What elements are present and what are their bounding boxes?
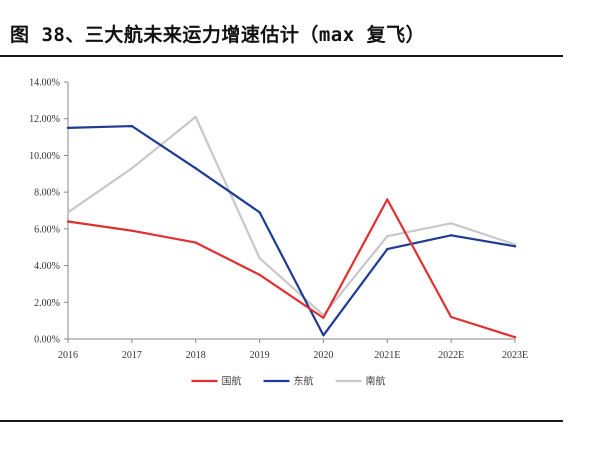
data-point [449, 315, 453, 319]
data-point [513, 335, 517, 339]
data-point [386, 235, 389, 238]
data-point [386, 198, 389, 201]
legend-label: 东航 [294, 375, 314, 388]
x-tick-label: 2016 [58, 350, 78, 361]
chart-legend: 国航 东航 南航 [191, 375, 386, 388]
data-point [513, 243, 517, 246]
series-line-2 [66, 115, 517, 317]
data-point [66, 126, 70, 130]
data-point [66, 220, 70, 223]
data-point [258, 211, 261, 214]
data-point [258, 273, 261, 276]
x-tick-label: 2018 [186, 350, 206, 361]
data-point [322, 334, 325, 337]
y-tick-label: 0.00% [34, 335, 60, 346]
y-tick-label: 4.00% [34, 261, 60, 272]
data-point [130, 229, 134, 232]
x-tick-label: 2019 [250, 350, 270, 361]
series-line-1 [66, 124, 517, 337]
x-tick-label: 2022E [438, 350, 464, 361]
chart-axes: 0.00% 2.00% 4.00% 6.00% 8.00% 10.00% 12.00% 14.… [29, 78, 528, 362]
x-tick-label: 2023E [502, 350, 528, 361]
y-tick-label: 2.00% [34, 298, 60, 309]
y-tick-label: 6.00% [34, 224, 60, 235]
data-point [513, 245, 517, 248]
x-tick-label: 2021E [374, 350, 400, 361]
data-point [194, 167, 197, 170]
data-point [194, 115, 197, 119]
series-line-0 [66, 198, 517, 339]
data-point [322, 316, 325, 320]
legend-label: 国航 [222, 375, 242, 388]
bottom-rule [0, 420, 563, 422]
data-point [449, 222, 453, 225]
figure-title: 图 38、三大航未来运力增速估计（max 复飞） [10, 24, 426, 46]
data-point [130, 167, 134, 170]
data-point [449, 234, 453, 237]
legend-label: 南航 [366, 375, 386, 388]
data-point [386, 247, 389, 251]
data-point [258, 257, 261, 260]
y-tick-label: 12.00% [29, 114, 60, 125]
chart-series [66, 115, 517, 339]
data-point [194, 241, 197, 244]
data-point [130, 124, 134, 128]
y-tick-label: 10.00% [29, 151, 60, 162]
x-tick-label: 2020 [313, 350, 333, 361]
x-tick-label: 2017 [122, 350, 142, 361]
y-tick-label: 14.00% [29, 78, 60, 89]
top-rule [0, 55, 563, 57]
y-tick-label: 8.00% [34, 188, 60, 199]
data-point [66, 211, 70, 214]
